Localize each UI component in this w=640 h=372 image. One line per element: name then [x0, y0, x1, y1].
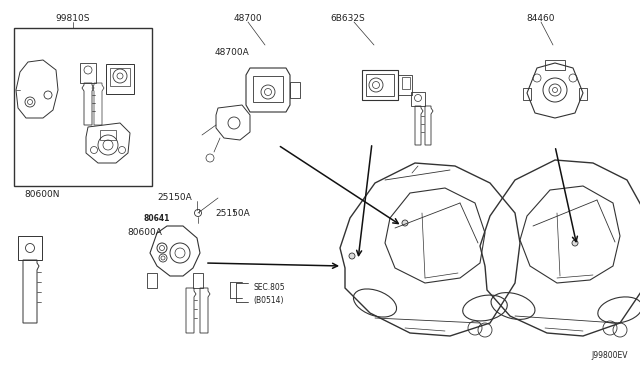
Bar: [366, 74, 394, 96]
Text: 80600N: 80600N: [24, 189, 60, 199]
Circle shape: [402, 220, 408, 226]
Text: 80600A: 80600A: [127, 228, 162, 237]
Text: 99810S: 99810S: [56, 13, 90, 22]
Bar: [290, 82, 300, 98]
Bar: [545, 60, 565, 70]
Text: 84460: 84460: [527, 13, 556, 22]
Text: (B0514): (B0514): [253, 295, 284, 305]
Text: 6B632S: 6B632S: [331, 13, 365, 22]
Bar: [100, 130, 116, 140]
Text: 25150A: 25150A: [215, 208, 250, 218]
Bar: [14, 28, 152, 186]
Text: 48700A: 48700A: [215, 48, 250, 57]
Circle shape: [572, 240, 578, 246]
Bar: [411, 92, 425, 106]
Bar: [362, 70, 398, 100]
Bar: [80, 63, 96, 83]
Text: J99800EV: J99800EV: [591, 350, 628, 359]
Bar: [18, 236, 42, 260]
Text: SEC.805: SEC.805: [253, 283, 285, 292]
Text: 80641: 80641: [143, 214, 170, 222]
Bar: [110, 68, 130, 86]
Bar: [253, 76, 283, 102]
Bar: [579, 88, 587, 100]
Text: 48700: 48700: [234, 13, 262, 22]
Bar: [398, 75, 412, 95]
Bar: [523, 88, 531, 100]
Bar: [402, 77, 410, 89]
Text: 25150A: 25150A: [157, 192, 192, 202]
Bar: [106, 64, 134, 94]
Circle shape: [349, 253, 355, 259]
